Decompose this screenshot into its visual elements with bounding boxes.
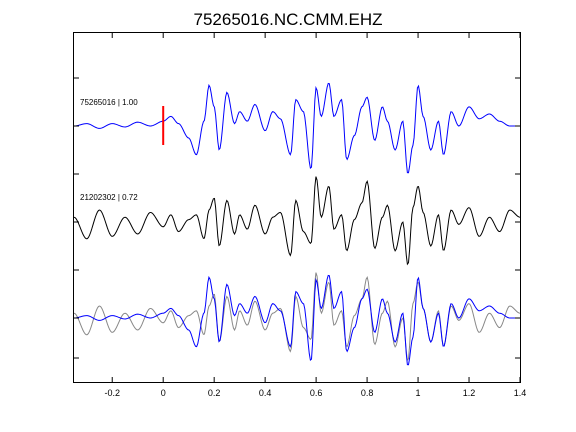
x-ticks: -0.2 0 0.2 0.4 0.6 0.8 1 1.2 1.4 (104, 33, 526, 398)
trace-label-match: 21202302 | 0.72 (80, 193, 138, 202)
overlay-match (73, 272, 521, 362)
trace-match (73, 176, 521, 266)
x-tick-label: 0.2 (208, 388, 221, 398)
overlay-master (73, 274, 520, 366)
x-tick-label: 1 (416, 388, 421, 398)
x-tick-label: -0.2 (104, 388, 120, 398)
x-tick-label: 1.2 (463, 388, 476, 398)
traces-group (73, 82, 521, 366)
x-tick-label: 0.6 (310, 388, 323, 398)
x-tick-label: 0.4 (259, 388, 272, 398)
x-tick-label: 1.4 (514, 388, 527, 398)
x-tick-label: 0 (161, 388, 166, 398)
plot-frame (73, 32, 521, 383)
y-ticks (74, 77, 520, 359)
trace-label-master: 75265016 | 1.00 (80, 98, 138, 107)
x-tick-label: 0.8 (361, 388, 374, 398)
trace-master (73, 82, 520, 174)
chart-title: 75265016.NC.CMM.EHZ (194, 10, 383, 29)
